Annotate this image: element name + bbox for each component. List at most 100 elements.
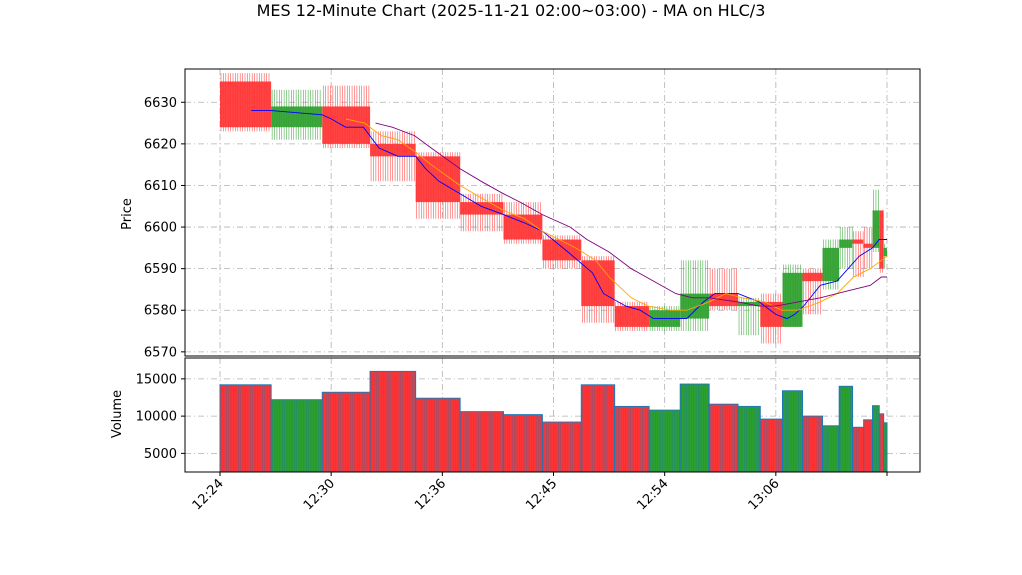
candle-body xyxy=(542,239,582,261)
volume-bar xyxy=(415,397,461,473)
candle xyxy=(738,297,761,336)
volume-axis-label: Volume xyxy=(110,390,125,438)
volume-bar xyxy=(459,411,504,473)
volume-bar xyxy=(614,405,650,473)
volume-bar xyxy=(759,418,784,473)
volume-bar xyxy=(852,426,865,473)
x-tick-label: 12:45 xyxy=(523,476,560,513)
volume-bar xyxy=(872,405,880,473)
volume-bar xyxy=(782,390,804,473)
volume-bar xyxy=(822,425,840,473)
volume-panel-frame xyxy=(184,357,921,473)
price-tick-label: 6590 xyxy=(144,262,177,277)
volume-panel: 5000 10000 15000 xyxy=(136,357,921,473)
candle-body xyxy=(370,143,416,157)
candle-body xyxy=(460,202,504,215)
volume-bar-fill xyxy=(580,384,616,473)
price-tick-label: 6600 xyxy=(144,221,177,236)
price-panel: 6570 6580 6590 6600 6610 6620 6630 xyxy=(144,68,921,360)
candle-body xyxy=(782,272,803,327)
volume-bar xyxy=(321,391,371,473)
volume-bar xyxy=(708,403,739,473)
volume-bar xyxy=(838,385,854,473)
candle xyxy=(503,202,543,244)
volume-bar-fill xyxy=(541,421,582,473)
candle-body xyxy=(220,81,272,128)
candle xyxy=(271,89,323,140)
candle xyxy=(822,239,840,290)
candle-body xyxy=(415,156,461,203)
candle-body xyxy=(822,247,840,282)
volume-bar xyxy=(648,409,681,473)
volume-bar-fill xyxy=(648,409,681,473)
volume-bar-fill xyxy=(415,397,461,473)
price-tick-label: 6570 xyxy=(144,345,177,360)
candle-body xyxy=(852,239,864,244)
candle xyxy=(760,293,783,344)
volume-tick-label: 5000 xyxy=(144,447,177,462)
candle xyxy=(415,152,461,219)
volume-bar-fill xyxy=(782,390,804,473)
candle xyxy=(460,193,504,232)
price-tick-label: 6630 xyxy=(144,96,177,111)
price-panel-frame xyxy=(184,68,921,357)
volume-bar xyxy=(219,384,272,473)
candle xyxy=(883,243,887,269)
volume-bar xyxy=(878,413,885,473)
chart-title: MES 12-Minute Chart (2025-11-21 02:00~03… xyxy=(256,1,766,20)
volume-bar xyxy=(541,421,582,473)
candle xyxy=(614,301,650,332)
price-axis-label: Price xyxy=(120,198,135,230)
volume-bar xyxy=(883,422,888,473)
price-tick-label: 6610 xyxy=(144,179,177,194)
x-tick-label: 12:24 xyxy=(190,476,227,513)
candle xyxy=(879,210,884,273)
volume-bar-fill xyxy=(802,415,824,473)
volume-bar xyxy=(802,415,824,473)
volume-bar-fill xyxy=(822,425,840,473)
candle xyxy=(782,264,803,327)
candle xyxy=(322,85,371,149)
candle-body xyxy=(872,210,880,248)
volume-bar xyxy=(679,383,710,473)
candle xyxy=(220,73,272,132)
price-tick-label: 6620 xyxy=(144,137,177,152)
volume-bar-fill xyxy=(369,370,417,473)
volume-bar xyxy=(580,384,616,473)
volume-bar xyxy=(863,419,874,473)
candle-body xyxy=(863,243,873,248)
candle xyxy=(872,189,880,253)
candle-body xyxy=(271,106,323,128)
volume-bar-fill xyxy=(708,403,739,473)
candle-body xyxy=(614,306,650,327)
x-axis: 12:24 12:30 12:36 12:45 12:54 13:06 xyxy=(190,472,888,513)
candle-body xyxy=(883,247,887,257)
volume-bar-fill xyxy=(679,383,710,473)
candle xyxy=(709,268,739,311)
candle xyxy=(581,256,615,323)
volume-bar xyxy=(502,414,543,473)
x-tick-label: 12:54 xyxy=(634,476,671,513)
x-tick-label: 13:06 xyxy=(746,476,783,513)
volume-bar-fill xyxy=(321,391,371,473)
volume-bar-fill xyxy=(872,405,880,473)
volume-bar-fill xyxy=(614,405,650,473)
price-tick-label: 6580 xyxy=(144,304,177,319)
volume-bar xyxy=(270,399,323,473)
candle xyxy=(839,227,853,269)
volume-bar-fill xyxy=(502,414,543,473)
candle xyxy=(863,227,873,269)
ma-line xyxy=(375,122,887,307)
volume-bar xyxy=(737,405,761,473)
ma-line xyxy=(251,110,887,320)
candle-body xyxy=(322,106,371,144)
volume-tick-label: 10000 xyxy=(136,410,177,425)
x-tick-label: 12:36 xyxy=(412,476,449,513)
ma-line xyxy=(345,118,888,311)
volume-bar xyxy=(369,370,417,473)
candle-body xyxy=(839,239,853,248)
volume-tick-label: 15000 xyxy=(136,372,177,387)
candle-body xyxy=(802,272,823,282)
x-tick-label: 12:30 xyxy=(301,476,338,513)
